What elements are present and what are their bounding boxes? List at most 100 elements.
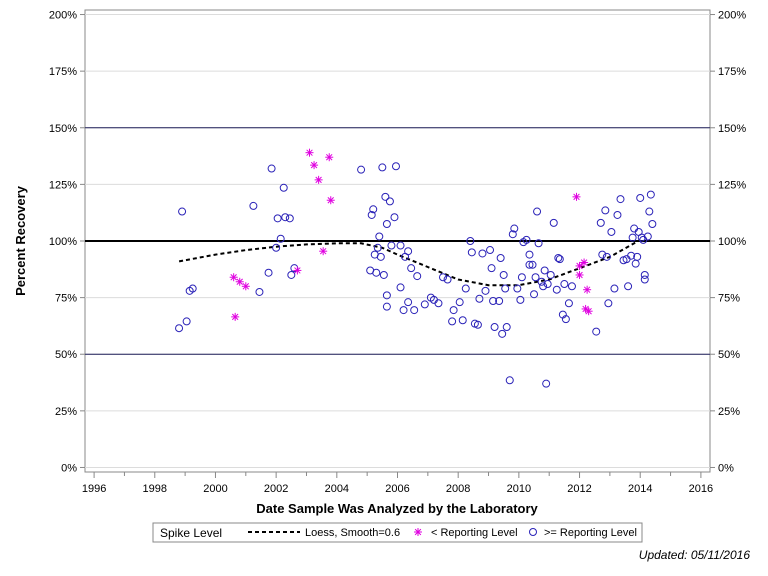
circle-point: [272, 243, 281, 252]
y-tick-label-right: 150%: [718, 123, 746, 135]
y-axis-title: Percent Recovery: [13, 185, 28, 296]
circle-point: [633, 252, 642, 261]
axes: 0% 0% 25% 25% 50% 50% 75% 75% 100% 100% 125% 125% 15…: [49, 10, 746, 495]
circle-point: [525, 260, 534, 269]
circle-point: [505, 376, 514, 385]
star-point: [310, 161, 319, 170]
circle-point: [513, 284, 522, 293]
circle-point: [390, 213, 399, 222]
circle-point: [449, 306, 458, 315]
circle-point: [496, 253, 505, 262]
y-tick-label-right: 125%: [718, 179, 746, 191]
circle-point: [413, 272, 422, 281]
legend-below-label: < Reporting Level: [431, 527, 518, 539]
circle-point: [502, 323, 511, 332]
circle-point: [182, 317, 191, 326]
circle-point: [602, 252, 611, 261]
y-tick-label-left: 175%: [49, 66, 77, 78]
circle-point: [598, 250, 607, 259]
circle-point: [555, 255, 564, 264]
circle-point: [385, 197, 394, 206]
star-point: [575, 261, 584, 270]
y-tick-label-left: 200%: [49, 10, 77, 22]
legend-title: Spike Level: [160, 526, 222, 540]
circle-point: [357, 165, 366, 174]
circle-point: [404, 247, 413, 256]
circle-point: [396, 241, 405, 250]
circle-point: [399, 306, 408, 315]
circle-point: [499, 270, 508, 279]
circle-point: [410, 306, 419, 315]
circle-point: [646, 190, 655, 199]
y-tick-label-left: 25%: [55, 406, 77, 418]
y-tick-label-right: 25%: [718, 406, 740, 418]
circle-point: [627, 251, 636, 260]
circle-point: [554, 253, 563, 262]
circle-point: [489, 297, 498, 306]
circle-point: [533, 207, 542, 216]
circle-point: [458, 316, 467, 325]
circle-point: [498, 329, 507, 338]
circle-point: [531, 273, 540, 282]
star-point: [326, 196, 335, 205]
circle-point: [391, 162, 400, 171]
x-tick-label: 2006: [385, 483, 409, 495]
circle-point: [643, 232, 652, 241]
circle-point: [543, 280, 552, 289]
circle-point: [631, 259, 640, 268]
circle-point: [381, 192, 390, 201]
data-series: [175, 148, 657, 388]
circle-point: [640, 270, 649, 279]
circle-point: [610, 284, 619, 293]
circle-point: [264, 268, 273, 277]
circle-point: [607, 227, 616, 236]
x-tick-label: 2016: [689, 483, 713, 495]
circle-point: [467, 248, 476, 257]
circle-point: [604, 299, 613, 308]
circle-point: [448, 317, 457, 326]
legend: Spike Level Loess, Smooth=0.6 < Reportin…: [152, 522, 643, 543]
star-point: [319, 247, 328, 256]
circle-point: [640, 275, 649, 284]
x-tick-label: 2002: [264, 483, 288, 495]
circle-point: [540, 266, 549, 275]
circle-point: [637, 233, 646, 242]
star-point: [229, 273, 238, 282]
x-tick-label: 2012: [567, 483, 591, 495]
circle-point: [372, 268, 381, 277]
x-axis-title: Date Sample Was Analyzed by the Laborato…: [256, 501, 538, 516]
circle-point: [624, 282, 633, 291]
star-point: [572, 192, 581, 201]
legend-loess-label: Loess, Smooth=0.6: [305, 527, 400, 539]
circle-point: [249, 201, 258, 210]
circle-point: [564, 299, 573, 308]
star-point: [231, 312, 240, 321]
x-tick-label: 2004: [325, 483, 349, 495]
circle-point: [534, 239, 543, 248]
legend-above-label: >= Reporting Level: [544, 527, 637, 539]
circle-point: [552, 285, 561, 294]
y-tick-label-right: 175%: [718, 66, 746, 78]
circle-point: [561, 315, 570, 324]
circle-point: [369, 205, 378, 214]
x-tick-label: 1998: [143, 483, 167, 495]
circle-point: [439, 273, 448, 282]
circle-point: [434, 299, 443, 308]
circle-point: [490, 323, 499, 332]
circle-point: [528, 260, 537, 269]
circle-point: [596, 218, 605, 227]
circle-point: [508, 230, 517, 239]
star-point: [584, 307, 593, 316]
circle-point: [481, 286, 490, 295]
circle-point: [375, 232, 384, 241]
legend-circle-swatch: [529, 528, 537, 536]
circle-point: [420, 300, 429, 309]
y-tick-label-right: 0%: [718, 462, 734, 474]
circle-point: [276, 234, 285, 243]
circle-point: [486, 246, 495, 255]
circle-point: [188, 284, 197, 293]
circle-point: [379, 270, 388, 279]
circle-point: [382, 302, 391, 311]
circle-point: [466, 237, 475, 245]
